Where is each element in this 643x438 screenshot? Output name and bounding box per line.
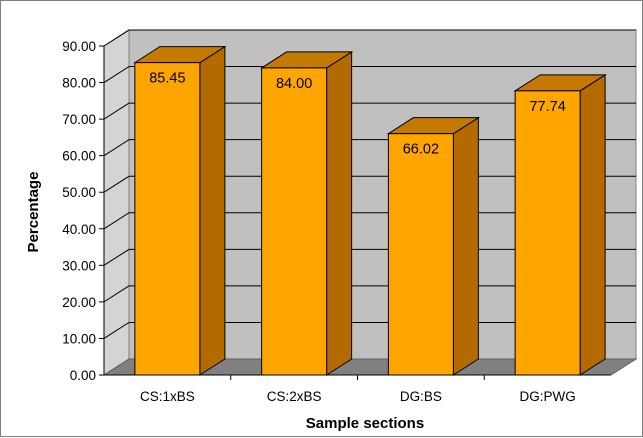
data-label: 66.02 <box>403 142 439 158</box>
y-tick-label: 50.00 <box>62 185 96 200</box>
bar-side <box>452 116 479 376</box>
y-axis-title: Percentage <box>25 172 42 253</box>
y-tick-label: 0.00 <box>70 368 96 383</box>
x-tick-label: DG:BS <box>400 389 442 404</box>
data-label: 77.74 <box>529 99 565 115</box>
side-wall <box>103 29 130 376</box>
gridline <box>103 66 636 83</box>
bar <box>261 67 328 376</box>
gridline <box>103 29 636 47</box>
y-tick-label: 90.00 <box>62 39 96 54</box>
bar-side <box>199 45 226 376</box>
y-tick-label: 80.00 <box>62 76 96 91</box>
y-tick-label: 10.00 <box>62 331 96 346</box>
y-axis: 0.00 10.00 20.00 30.00 40.00 50.00 60.00 70.00 8… <box>62 39 105 383</box>
bar-side <box>326 51 353 376</box>
x-tick-label: CS:1xBS <box>140 389 195 404</box>
y-tick-label: 70.00 <box>62 112 96 127</box>
x-axis: CS:1xBS CS:2xBS DG:BS DG:PWG <box>99 374 611 404</box>
bar <box>387 133 454 376</box>
data-label: 84.00 <box>276 76 312 92</box>
data-label: 85.45 <box>149 71 185 87</box>
bar <box>514 90 581 376</box>
bar <box>134 62 201 376</box>
x-axis-title: Sample sections <box>306 415 424 432</box>
y-tick-label: 40.00 <box>62 222 96 237</box>
y-tick-label: 30.00 <box>62 258 96 273</box>
gridline <box>103 102 636 120</box>
bars: 85.45 84.00 66.02 77.74 <box>133 45 607 376</box>
x-tick-label: DG:PWG <box>520 389 576 404</box>
bar-side <box>579 73 606 376</box>
x-tick-label: CS:2xBS <box>267 389 322 404</box>
y-tick-label: 20.00 <box>62 295 96 310</box>
y-tick-label: 60.00 <box>62 149 96 164</box>
